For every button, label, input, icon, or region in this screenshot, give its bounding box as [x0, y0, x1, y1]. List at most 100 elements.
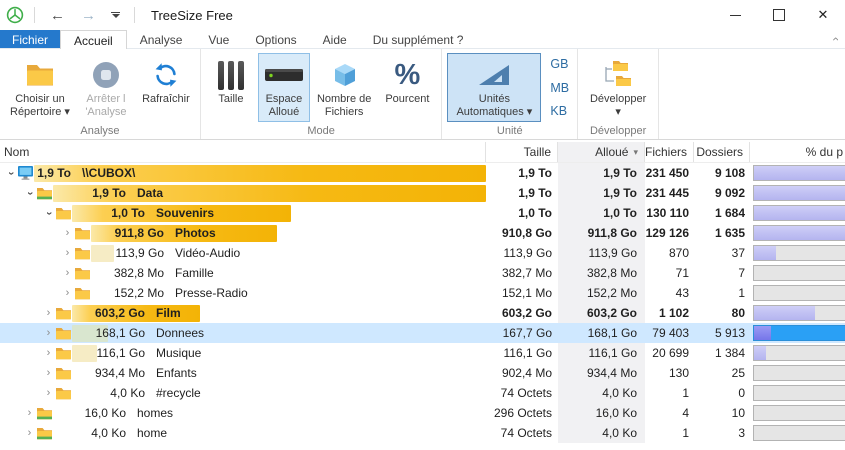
column-header-alloue[interactable]: Alloué ▾	[558, 142, 645, 162]
cell-percent	[750, 323, 845, 343]
back-button[interactable]: ←	[50, 6, 65, 24]
row-name-label: Enfants	[156, 366, 197, 380]
mode-percent-button[interactable]: % Pourcent	[378, 53, 436, 122]
expander-icon[interactable]: ›	[46, 366, 51, 379]
cell-alloue: 603,2 Go	[558, 303, 645, 323]
expander-icon[interactable]: ›	[65, 246, 70, 259]
stop-icon	[91, 57, 121, 93]
mode-size-button[interactable]: Taille	[206, 53, 256, 122]
cell-percent	[750, 303, 845, 323]
expander-icon[interactable]: ›	[65, 286, 70, 299]
cell-dossiers: 5 913	[714, 326, 745, 340]
row-size-label: 4,0 Ko	[110, 386, 145, 400]
cell-percent	[750, 223, 845, 243]
tab-aide[interactable]: Aide	[322, 32, 347, 47]
table-row[interactable]: ›	[0, 383, 845, 403]
tab-du-supplement[interactable]: Du supplément ?	[372, 32, 464, 47]
table-row[interactable]: ›	[0, 403, 845, 423]
group-label-developper: Développer	[589, 125, 647, 137]
expander-icon[interactable]: ›	[5, 171, 17, 175]
table-row[interactable]: ›	[0, 223, 845, 243]
tab-fichier[interactable]: Fichier	[0, 30, 61, 48]
expander-icon[interactable]: ›	[24, 191, 36, 195]
column-header-dossiers[interactable]: Dossiers	[694, 142, 750, 162]
size-bar	[53, 184, 486, 202]
separator	[34, 7, 35, 23]
button-label: Développer	[589, 93, 647, 105]
expander-icon[interactable]: ›	[65, 226, 70, 239]
sort-descending-icon: ▾	[633, 146, 638, 157]
minimize-button[interactable]	[713, 0, 757, 30]
row-size-label: 113,9 Go	[115, 246, 164, 260]
tab-analyse[interactable]: Analyse	[139, 32, 183, 47]
percent-track	[753, 265, 845, 281]
row-size-label: 16,0 Ko	[84, 406, 126, 420]
size-bar	[72, 204, 291, 222]
column-header-nom[interactable]: Nom	[0, 142, 486, 162]
cell-percent	[750, 343, 845, 363]
row-size-label: 152,2 Mo	[113, 286, 164, 300]
table-row[interactable]: ›	[0, 423, 845, 443]
expander-icon[interactable]: ›	[27, 406, 32, 419]
size-bar	[72, 344, 97, 362]
cell-taille: 603,2 Go	[501, 306, 552, 320]
table-row[interactable]: ›	[0, 323, 845, 343]
expand-button[interactable]: Développer ▾	[583, 53, 653, 122]
percent-track	[753, 385, 845, 401]
table-row[interactable]: ›	[0, 203, 845, 223]
mode-allocated-button[interactable]: Espace Alloué	[257, 53, 310, 122]
percent-track	[753, 365, 845, 381]
mode-filecount-button[interactable]: Nombre de Fichiers	[312, 53, 376, 122]
button-label: Espace	[265, 93, 303, 105]
row-size-label: 603,2 Go	[94, 306, 145, 320]
table-row[interactable]: ›	[0, 343, 845, 363]
collapse-ribbon-icon[interactable]: ›	[828, 37, 842, 41]
close-button[interactable]: ✕	[817, 7, 829, 22]
expander-icon[interactable]: ›	[46, 386, 51, 399]
percent-track	[753, 185, 845, 201]
column-header-fichiers[interactable]: Fichiers	[645, 142, 694, 162]
maximize-button[interactable]	[757, 0, 801, 30]
tab-accueil[interactable]: Accueil	[60, 30, 127, 49]
expander-icon[interactable]: ›	[43, 211, 55, 215]
drive-icon	[264, 57, 304, 93]
choose-directory-button[interactable]: Choisir un Répertoire ▾	[5, 53, 75, 122]
expander-icon[interactable]: ›	[65, 266, 70, 279]
expander-icon[interactable]: ›	[46, 346, 51, 359]
row-name-cell: ›	[0, 223, 486, 243]
table-row[interactable]: ›	[0, 283, 845, 303]
ribbon-group-developper: Développer ▾ Développer	[578, 49, 660, 139]
expander-icon[interactable]: ›	[46, 326, 51, 339]
cell-fichiers: 870	[668, 246, 689, 260]
button-label: Rafraîchir	[142, 93, 190, 105]
table-row[interactable]: ›	[0, 163, 845, 183]
tab-options[interactable]: Options	[255, 32, 297, 47]
table-row[interactable]: ›	[0, 243, 845, 263]
refresh-button[interactable]: Rafraîchir	[137, 53, 195, 122]
folder-icon	[75, 287, 90, 299]
tree-rows: ›	[0, 163, 845, 443]
quick-access-dropdown-icon[interactable]	[107, 10, 124, 20]
table-row[interactable]: ›	[0, 183, 845, 203]
table-row[interactable]: ›	[0, 363, 845, 383]
table-row[interactable]: ›	[0, 303, 845, 323]
auto-units-button[interactable]: Unités Automatiques ▾	[447, 53, 542, 122]
expander-icon[interactable]: ›	[27, 426, 32, 439]
table-row[interactable]: ›	[0, 263, 845, 283]
percent-track	[753, 285, 845, 301]
column-header-taille[interactable]: Taille	[486, 142, 558, 162]
forward-button[interactable]: →	[81, 6, 96, 24]
expander-icon[interactable]: ›	[46, 306, 51, 319]
percent-fill	[754, 306, 815, 320]
triangle-ruler-icon	[476, 57, 512, 93]
cell-percent	[750, 163, 845, 183]
column-header-percent[interactable]: % du p	[805, 145, 843, 159]
computer-icon	[18, 166, 33, 180]
folder-icon	[75, 247, 90, 259]
tab-vue[interactable]: Vue	[208, 32, 230, 47]
unit-mb-button[interactable]: MB	[550, 80, 570, 95]
unit-gb-button[interactable]: GB	[550, 57, 569, 71]
size-bar	[91, 244, 114, 262]
unit-kb-button[interactable]: KB	[550, 104, 568, 118]
cell-percent	[750, 383, 845, 403]
